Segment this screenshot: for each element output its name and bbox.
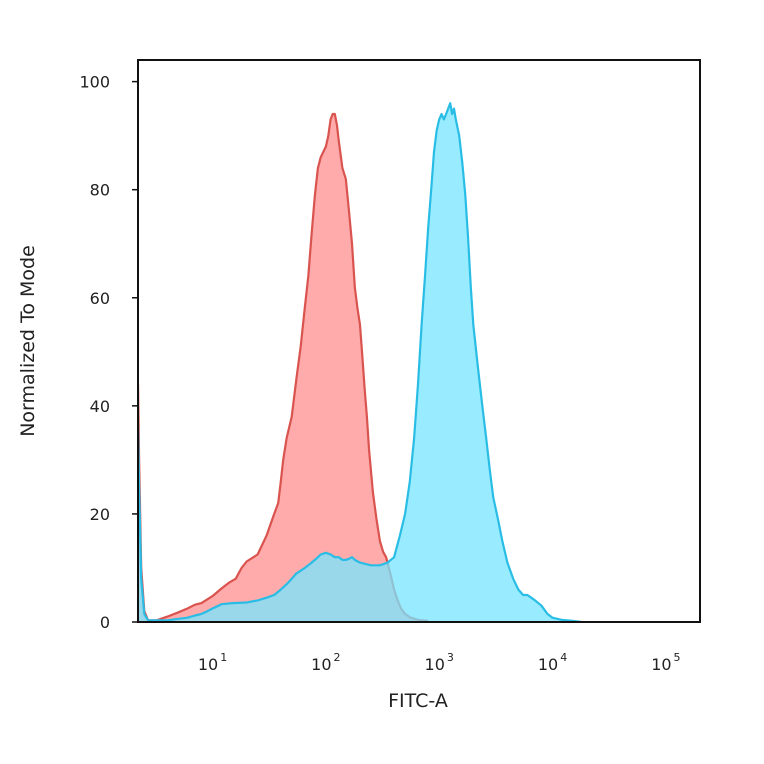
y-tick-label: 100	[79, 73, 110, 92]
x-tick-label: 10 4	[538, 651, 567, 674]
series-2-line	[138, 102, 582, 622]
y-tick-label: 40	[90, 397, 110, 416]
series-1-line	[138, 112, 429, 622]
x-axis: 10 1 10 2 10 3 10 4 10 5	[198, 651, 681, 674]
x-tick-label: 10 2	[311, 651, 340, 674]
plot-frame	[137, 59, 701, 623]
series-1-fill	[138, 114, 429, 622]
y-tick-label: 0	[100, 613, 110, 632]
y-tick-label: 60	[90, 289, 110, 308]
y-axis: 0 20 40 60 80 100	[79, 73, 138, 632]
series-2-fill	[138, 103, 582, 622]
x-tick-label: 10 1	[198, 651, 227, 674]
x-tick-label: 10 5	[651, 651, 680, 674]
x-axis-title: FITC-A	[388, 690, 448, 712]
y-axis-title: Normalized To Mode	[17, 245, 39, 437]
y-tick-label: 20	[90, 505, 110, 524]
series-layer	[138, 102, 582, 622]
x-tick-label: 10 3	[425, 651, 454, 674]
y-tick-label: 80	[90, 181, 110, 200]
